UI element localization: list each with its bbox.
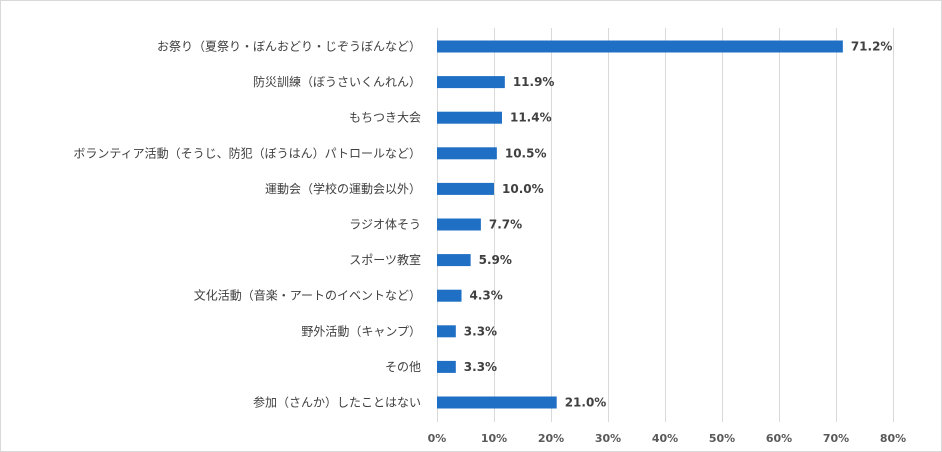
bar xyxy=(437,76,505,89)
bars xyxy=(437,40,843,409)
x-tick-label: 50% xyxy=(709,432,735,445)
category-label: ラジオ体そう xyxy=(349,218,421,232)
x-tick-label: 70% xyxy=(823,432,849,445)
data-label: 11.4% xyxy=(510,111,552,125)
x-tick-label: 10% xyxy=(481,432,507,445)
category-label: お祭り（夏祭り・ぼんおどり・じぞうぼんなど） xyxy=(157,40,421,54)
bar xyxy=(437,254,471,267)
data-label: 10.5% xyxy=(505,146,547,160)
x-tick-label: 30% xyxy=(595,432,621,445)
category-label: スポーツ教室 xyxy=(349,252,421,267)
category-label: 参加（さんか）したことはない xyxy=(253,395,421,410)
category-labels: お祭り（夏祭り・ぼんおどり・じぞうぼんなど） 防災訓練（ぼうさいくんれん） もちつき… xyxy=(73,40,421,410)
data-label: 3.3% xyxy=(464,360,497,374)
category-label: もちつき大会 xyxy=(349,111,421,125)
x-tick-label: 60% xyxy=(766,432,792,445)
category-label: 文化活動（音楽・アートのイベントなど） xyxy=(194,288,421,303)
bar xyxy=(437,289,462,302)
x-tick-label: 40% xyxy=(652,432,678,445)
bar xyxy=(437,396,557,409)
category-label: 野外活動（キャンプ） xyxy=(301,324,421,338)
data-label: 11.9% xyxy=(513,75,555,89)
bar xyxy=(437,218,481,231)
bar xyxy=(437,360,456,373)
x-tick-label: 80% xyxy=(880,432,906,445)
category-label: その他 xyxy=(385,360,421,374)
bar xyxy=(437,40,843,53)
category-label: 運動会（学校の運動会以外） xyxy=(265,181,421,196)
data-label: 10.0% xyxy=(502,182,544,196)
x-tick-label: 0% xyxy=(428,432,447,445)
x-axis: 0% 10% 20% 30% 40% 50% 60% 70% 80% xyxy=(428,432,907,445)
data-label: 7.7% xyxy=(489,218,522,232)
gridlines xyxy=(437,28,894,422)
category-label: ボランティア活動（そうじ、防犯（ぼうはん）パトロールなど） xyxy=(73,145,421,160)
data-label: 4.3% xyxy=(470,289,503,303)
category-label: 防災訓練（ぼうさいくんれん） xyxy=(253,74,421,89)
data-labels: 71.2% 11.9% 11.4% 10.5% 10.0% 7.7% 5.9% 4.3% 3.3… xyxy=(464,40,893,410)
bar xyxy=(437,147,497,160)
data-label: 71.2% xyxy=(851,40,893,54)
data-label: 21.0% xyxy=(565,396,607,410)
bar xyxy=(437,182,494,195)
x-tick-label: 20% xyxy=(538,432,564,445)
bar xyxy=(437,111,502,124)
data-label: 5.9% xyxy=(479,253,512,267)
bar xyxy=(437,325,456,338)
data-label: 3.3% xyxy=(464,324,497,338)
